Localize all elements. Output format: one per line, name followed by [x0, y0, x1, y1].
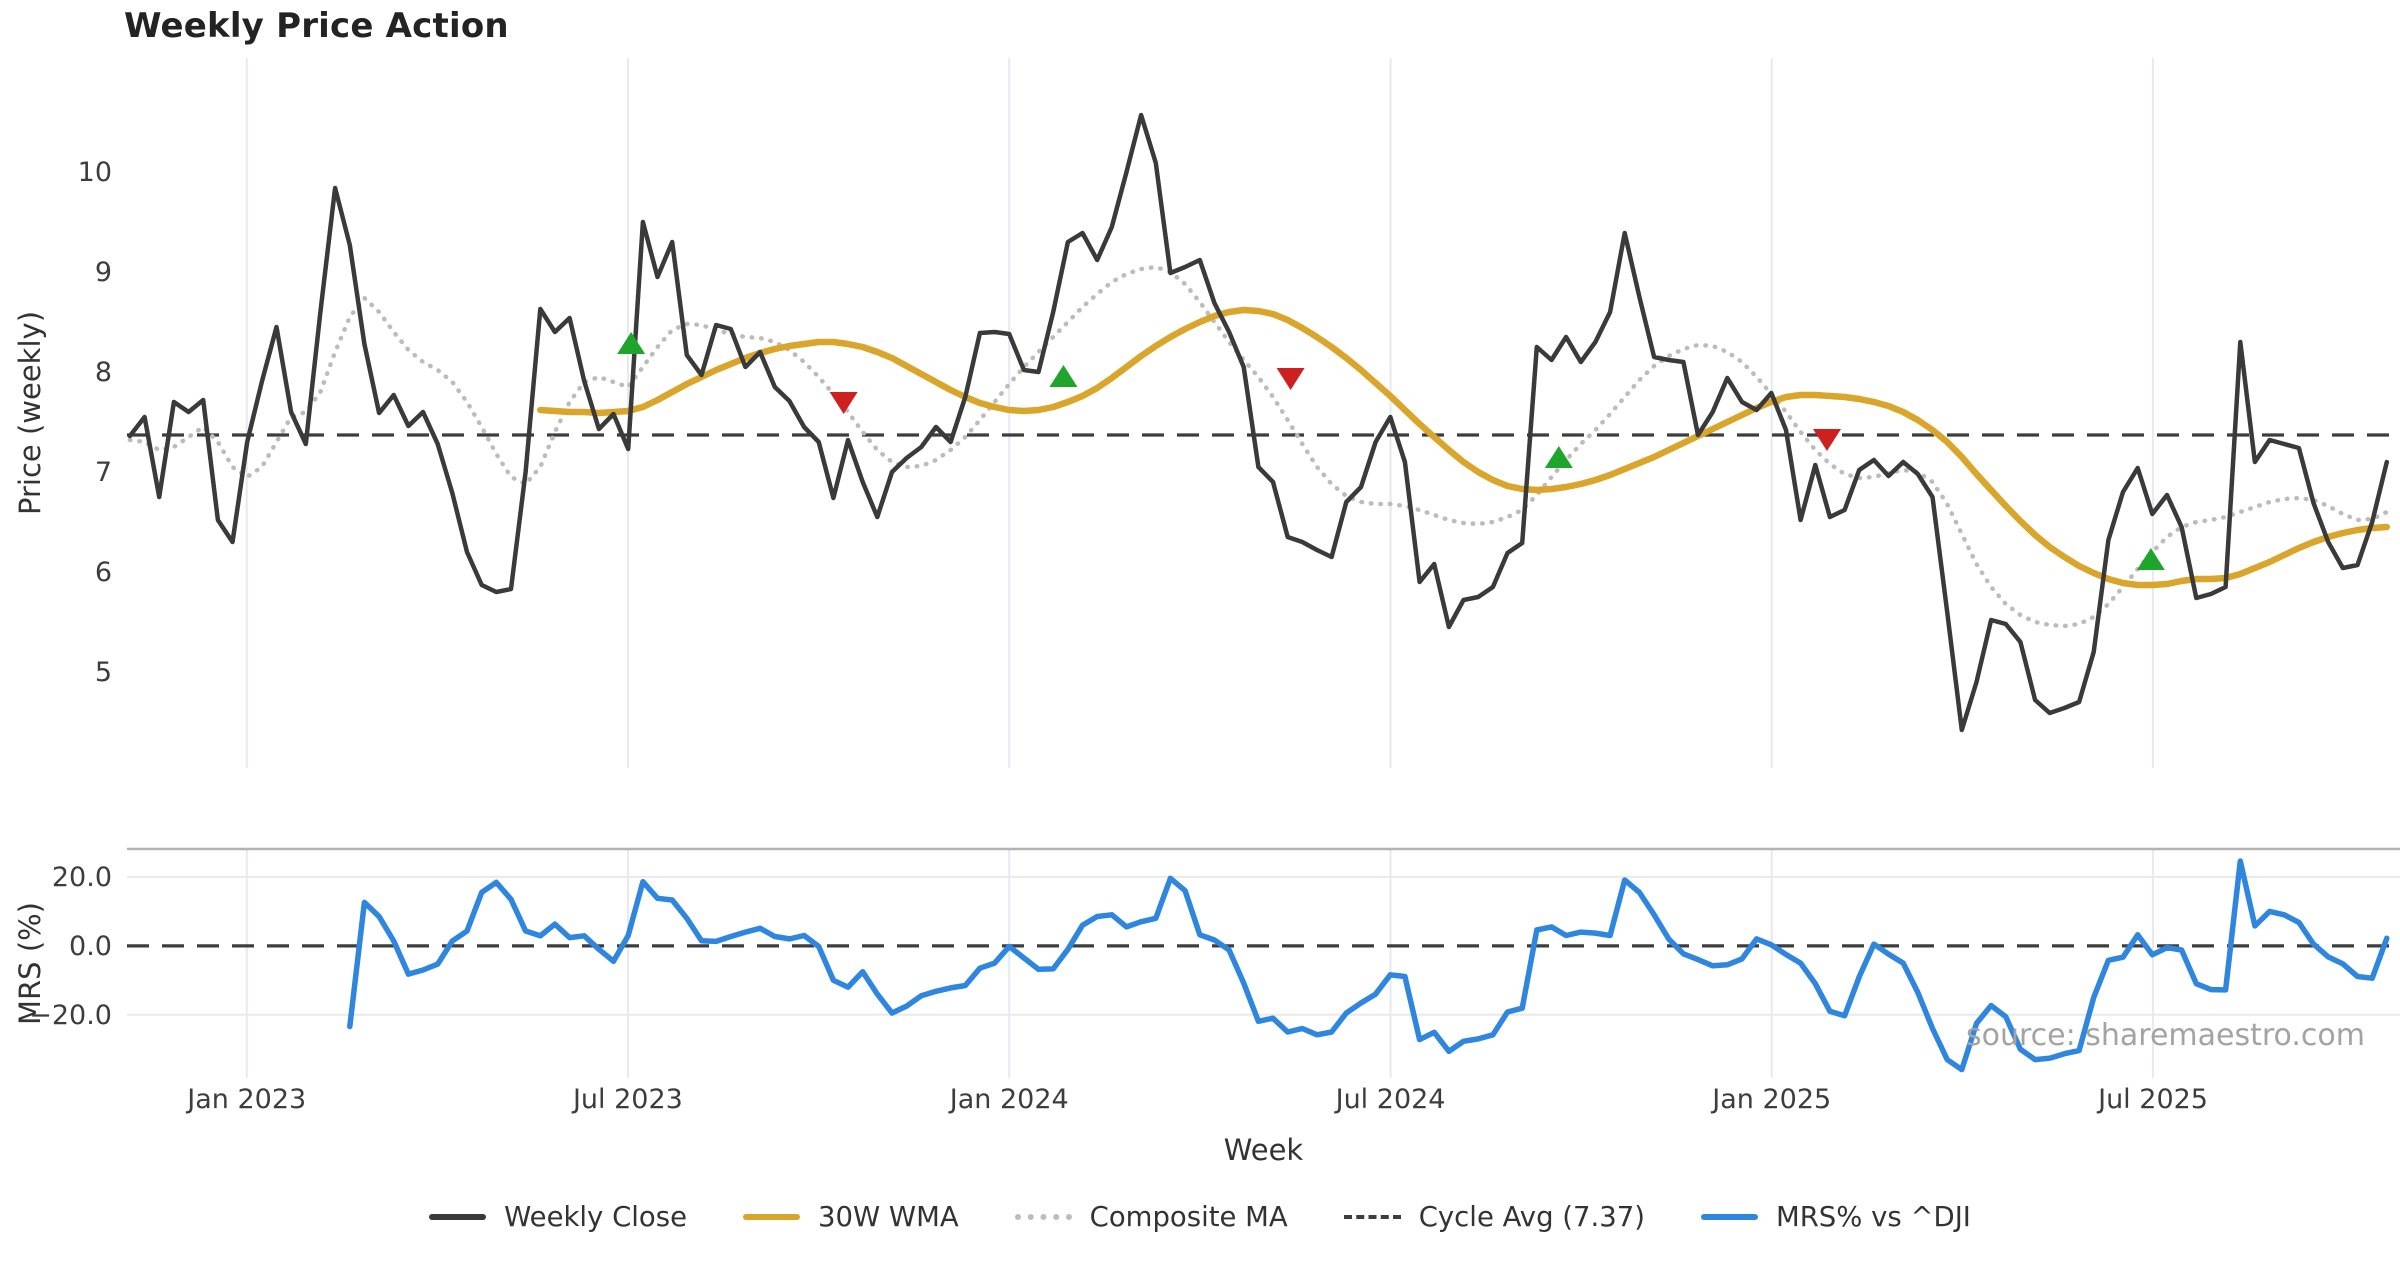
x-tick-label: Jan 2023 [185, 1084, 306, 1115]
x-axis-label: Week [1224, 1133, 1304, 1167]
legend-item: Cycle Avg (7.37) [1343, 1201, 1645, 1233]
legend-swatch-dashed-icon [1343, 1215, 1401, 1219]
y-tick-label: 6 [95, 557, 112, 588]
legend-label: Weekly Close [504, 1201, 687, 1233]
price-axis-label: Price (weekly) [13, 311, 47, 515]
legend-item: Composite MA [1014, 1201, 1288, 1233]
x-tick-label: Jul 2024 [1334, 1084, 1446, 1115]
y-tick-label: 8 [95, 357, 112, 388]
legend-item: MRS% vs ^DJI [1700, 1201, 1971, 1233]
y-tick-label: 10 [78, 157, 112, 188]
series-composite-ma [127, 264, 2390, 629]
series-mrs-vs-dji [347, 858, 2390, 1073]
y-tick-label: 20.0 [52, 862, 112, 893]
sell-signal-marker [1812, 429, 1841, 451]
source-watermark: source: sharemaestro.com [1966, 1018, 2365, 1053]
buy-signal-marker [1544, 446, 1573, 468]
sell-signal-marker [829, 392, 858, 414]
x-tick-label: Jan 2025 [1710, 1084, 1831, 1115]
y-tick-label: 7 [95, 457, 112, 488]
y-tick-label: 9 [95, 257, 112, 288]
legend-swatch-solid-icon [1700, 1214, 1758, 1220]
legend-label: MRS% vs ^DJI [1775, 1201, 1971, 1233]
mrs-axis-label: MRS (%) [13, 902, 47, 1025]
legend-swatch-solid-icon [743, 1214, 800, 1220]
x-tick-label: Jul 2023 [571, 1084, 683, 1115]
series-30w-wma [537, 306, 2391, 589]
x-tick-label: Jan 2024 [948, 1084, 1069, 1115]
buy-signal-marker [1049, 365, 1078, 387]
buy-signal-marker [617, 332, 646, 354]
y-tick-label: 5 [95, 657, 112, 688]
legend-swatch-dotted-icon [1014, 1214, 1072, 1220]
legend: Weekly Close 30W WMA Composite MA Cycle Avg… [0, 1201, 2400, 1233]
y-tick-label: −20.0 [29, 1000, 112, 1031]
legend-item: Weekly Close [429, 1201, 687, 1233]
buy-signal-marker [2136, 548, 2165, 570]
x-tick-label: Jul 2025 [2096, 1084, 2208, 1115]
legend-label: Cycle Avg (7.37) [1418, 1201, 1645, 1233]
legend-swatch-solid-icon [429, 1214, 487, 1220]
legend-label: 30W WMA [818, 1201, 959, 1233]
legend-label: Composite MA [1089, 1201, 1288, 1233]
sell-signal-marker [1276, 368, 1305, 390]
legend-item: 30W WMA [743, 1201, 959, 1233]
page-title: Weekly Price Action [124, 6, 509, 46]
y-tick-label: 0.0 [69, 931, 112, 962]
series-weekly-close [127, 112, 2390, 733]
